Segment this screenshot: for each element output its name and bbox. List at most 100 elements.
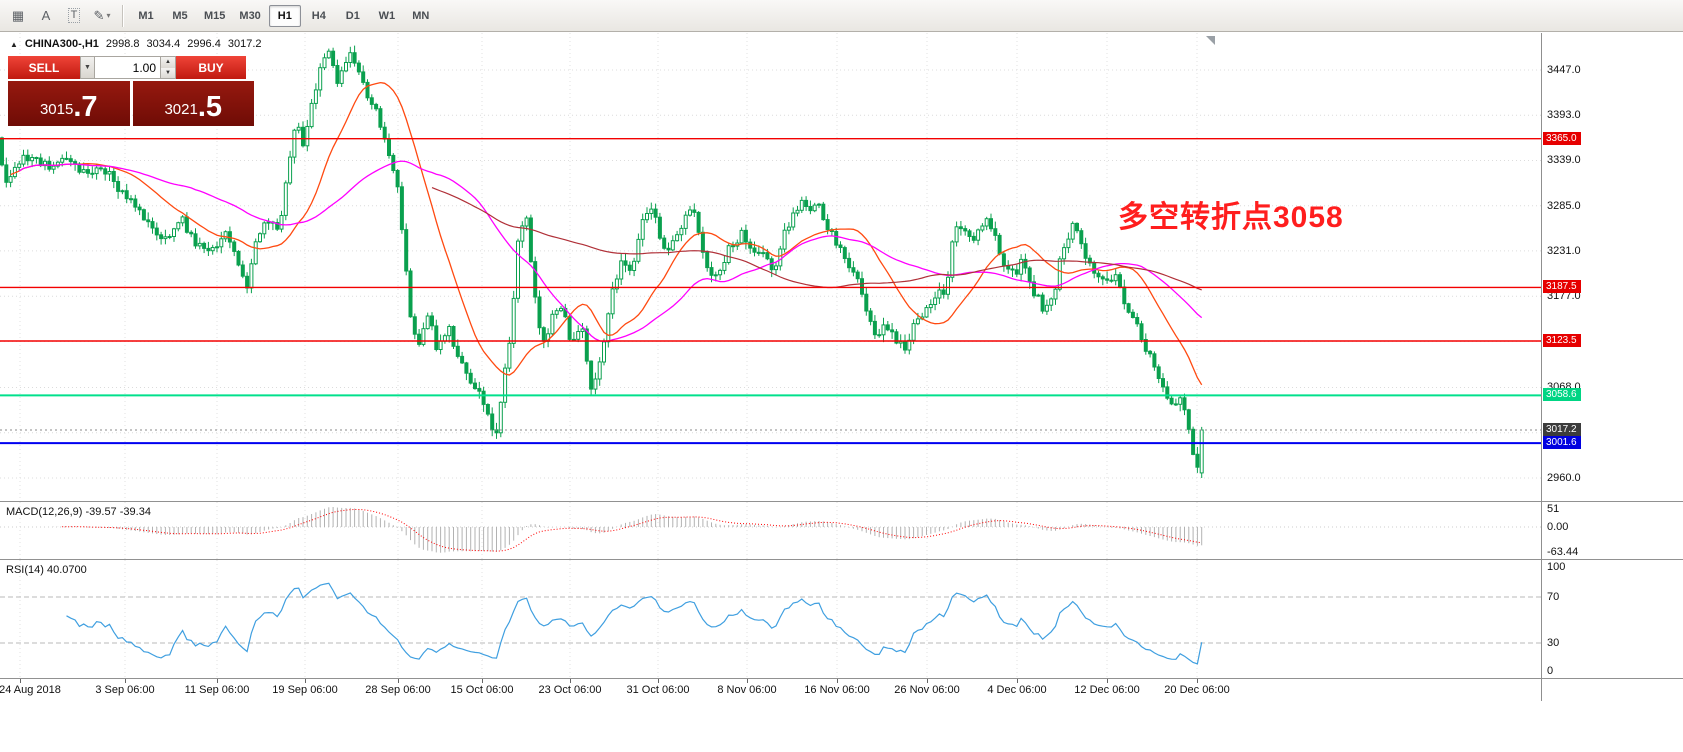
timeframe-H1[interactable]: H1 — [268, 4, 301, 27]
one-click-trading-panel: SELL ▼ ▲ ▼ BUY 3015.7 3021.5 — [8, 56, 254, 126]
time-tick — [1197, 679, 1198, 683]
text-label-icon[interactable]: A — [41, 8, 51, 23]
sell-price-display: 3015.7 — [8, 81, 130, 126]
time-label: 8 Nov 06:00 — [717, 684, 777, 696]
time-tick — [837, 679, 838, 683]
panel-separator[interactable] — [0, 501, 1683, 502]
price-tag-3365.0: 3365.0 — [1543, 131, 1581, 145]
volume-input[interactable] — [95, 56, 161, 79]
macd-signal-line — [62, 509, 1202, 552]
sell-button[interactable]: SELL — [8, 56, 80, 79]
time-label: 4 Dec 06:00 — [987, 684, 1047, 696]
panel-separator[interactable] — [0, 559, 1683, 560]
volume-down-button[interactable]: ▼ — [161, 67, 175, 78]
price-label: 3231.0 — [1547, 244, 1581, 257]
buy-button[interactable]: BUY — [176, 56, 246, 79]
time-tick — [125, 679, 126, 683]
buy-price-display: 3021.5 — [132, 81, 254, 126]
time-label: 20 Dec 06:00 — [1164, 684, 1230, 696]
timeframe-M15[interactable]: M15 — [204, 9, 226, 22]
timeframe-M5[interactable]: M5 — [172, 9, 188, 22]
macd-panel-svg[interactable] — [0, 502, 1541, 559]
price-label: 3339.0 — [1547, 154, 1581, 167]
price-tag-3017.2: 3017.2 — [1543, 423, 1581, 437]
price-label: 3447.0 — [1547, 64, 1581, 76]
price-tag-3058.6: 3058.6 — [1543, 388, 1581, 402]
time-tick — [20, 679, 21, 683]
price-tag-3123.5: 3123.5 — [1543, 333, 1581, 347]
timeframe-M1[interactable]: M1 — [138, 9, 154, 22]
rsi-axis-label: 30 — [1547, 637, 1560, 649]
time-label: 15 Oct 06:00 — [450, 684, 514, 696]
ohlc-high: 3034.4 — [146, 38, 181, 50]
time-axis[interactable]: 24 Aug 2018 3 Sep 06:00 11 Sep 06:00 19 Sep… — [0, 679, 1541, 701]
rsi-grid — [0, 560, 1541, 678]
rsi-axis-label: 100 — [1547, 561, 1566, 573]
rsi-axis-label: 70 — [1547, 591, 1560, 603]
price-label: 3393.0 — [1547, 109, 1581, 122]
macd-value: -39.57 — [85, 506, 117, 518]
volume-up-button[interactable]: ▲ — [161, 57, 175, 68]
sell-price-main: 3015 — [39, 101, 74, 118]
rsi-label: RSI(14) 40.0700 — [6, 564, 87, 576]
macd-label: MACD(12,26,9) -39.57 -39.34 — [6, 506, 151, 518]
draw-tools-icon[interactable]: ✎ ▾ — [93, 7, 111, 23]
level-lines — [0, 137, 1541, 445]
price-label: 2960.0 — [1547, 471, 1581, 484]
time-tick — [398, 679, 399, 683]
macd-axis-label: 0.00 — [1547, 521, 1569, 533]
rsi-line — [66, 582, 1203, 665]
order-type-dropdown[interactable]: ▼ — [80, 56, 95, 79]
macd-axis-label: -63.44 — [1547, 546, 1579, 558]
macd-axis-label: 51 — [1547, 503, 1560, 515]
timeframe-H4[interactable]: H4 — [311, 9, 326, 22]
timeframe-MN[interactable]: MN — [412, 9, 430, 22]
macd-title: MACD(12,26,9) — [6, 506, 83, 518]
one-click-collapse-arrow[interactable]: ▲ — [10, 39, 18, 49]
macd-grid — [0, 502, 1541, 559]
time-label: 28 Sep 06:00 — [365, 684, 431, 696]
ma-fast-line — [10, 81, 1203, 386]
price-axis[interactable]: 3447.03393.03339.03285.03231.03177.03068… — [1541, 33, 1683, 701]
ohlc-low: 2996.4 — [187, 38, 221, 50]
time-tick — [658, 679, 659, 683]
panel-separator[interactable] — [0, 678, 1683, 679]
time-tick — [1107, 679, 1108, 683]
symbol-title: CHINA300-,H1 — [24, 38, 99, 50]
time-label: 12 Dec 06:00 — [1074, 684, 1140, 696]
toolbar-separator — [122, 4, 123, 27]
time-tick — [570, 679, 571, 683]
toolbar-icon-group: ▦ A T ✎ ▾ — [4, 4, 116, 28]
time-tick — [482, 679, 483, 683]
rsi-panel-svg[interactable] — [0, 560, 1541, 678]
timeframe-W1[interactable]: W1 — [378, 9, 396, 22]
time-tick — [747, 679, 748, 683]
rsi-axis-label: 0 — [1547, 665, 1554, 677]
time-tick — [305, 679, 306, 683]
timeframe-D1[interactable]: D1 — [345, 9, 360, 22]
main-chart-svg[interactable] — [0, 33, 1541, 501]
time-label: 23 Oct 06:00 — [538, 684, 602, 696]
time-tick — [217, 679, 218, 683]
price-label: 3285.0 — [1547, 199, 1581, 212]
time-label: 3 Sep 06:00 — [95, 684, 155, 696]
time-label: 31 Oct 06:00 — [626, 684, 690, 696]
chart-window-icon[interactable]: ▦ — [11, 7, 25, 23]
time-label: 26 Nov 06:00 — [894, 684, 960, 696]
price-tag-3001.6: 3001.6 — [1543, 436, 1581, 450]
time-label: 11 Sep 06:00 — [184, 684, 250, 696]
chart-shift-marker[interactable] — [1206, 36, 1215, 45]
text-frame-icon[interactable]: T — [61, 4, 87, 28]
time-tick — [927, 679, 928, 683]
rsi-value: 40.0700 — [46, 564, 87, 576]
toolbar: ▦ A T ✎ ▾ M1 M5 M15 M30 H1 H4 D1 W1 MN — [0, 0, 1683, 32]
rsi-title: RSI(14) — [6, 564, 44, 576]
timeframe-M30[interactable]: M30 — [239, 9, 261, 22]
candlesticks — [0, 45, 1204, 478]
symbol-header: ▲ CHINA300-,H1 2998.8 3034.4 2996.4 3017… — [10, 38, 262, 50]
time-label: 24 Aug 2018 — [0, 684, 61, 696]
ohlc-open: 2998.8 — [105, 38, 140, 50]
time-label: 16 Nov 06:00 — [804, 684, 870, 696]
volume-stepper: ▲ ▼ — [161, 56, 176, 79]
